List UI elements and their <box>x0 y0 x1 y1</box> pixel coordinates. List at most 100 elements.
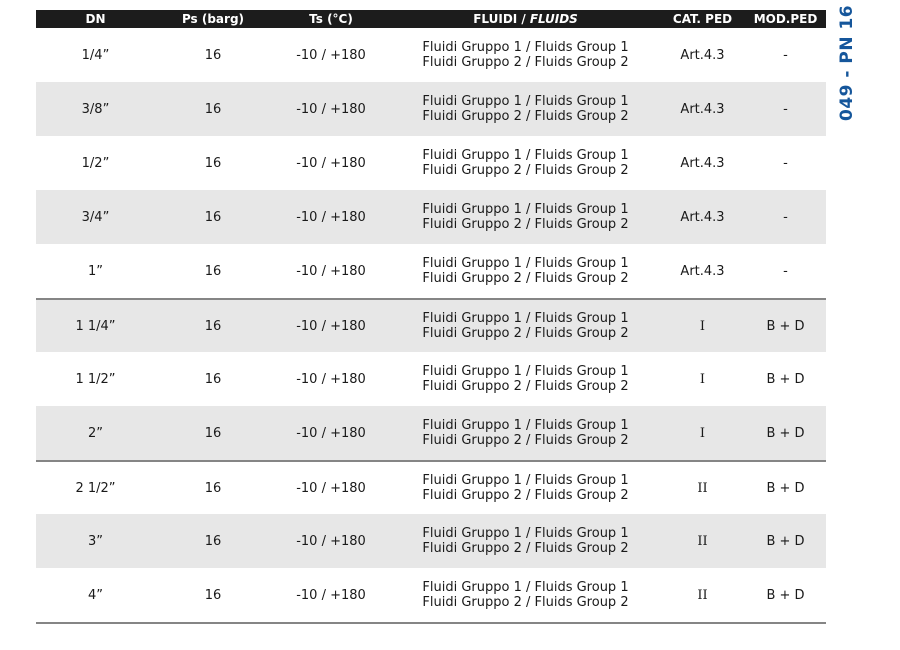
fluids-line: Fluidi Gruppo 1 / Fluids Group 1 <box>422 256 629 271</box>
cell-mod: - <box>783 155 788 171</box>
table-row: 2 1/2” 16 -10 / +180 Fluidi Gruppo 1 / F… <box>36 460 826 514</box>
fluids-line: Fluidi Gruppo 1 / Fluids Group 1 <box>422 94 629 109</box>
table-row: 3/8” 16 -10 / +180 Fluidi Gruppo 1 / Flu… <box>36 82 826 136</box>
cell-dn: 1/2” <box>81 155 110 171</box>
cell-cat: Art.4.3 <box>680 209 725 225</box>
fluids-line: Fluidi Gruppo 2 / Fluids Group 2 <box>422 217 629 232</box>
fluids-line: Fluidi Gruppo 1 / Fluids Group 1 <box>422 311 629 326</box>
cell-dn: 1” <box>87 263 103 279</box>
fluids-line: Fluidi Gruppo 1 / Fluids Group 1 <box>422 148 629 163</box>
cell-cat: Art.4.3 <box>680 47 725 63</box>
cell-fluids: Fluidi Gruppo 1 / Fluids Group 1 Fluidi G… <box>391 148 660 178</box>
header-ps: Ps (barg) <box>181 12 245 26</box>
cell-ps: 16 <box>204 587 222 603</box>
cell-ts: -10 / +180 <box>296 371 366 387</box>
cell-ts: -10 / +180 <box>296 533 366 549</box>
cell-ts: -10 / +180 <box>296 47 366 63</box>
cell-mod: B + D <box>766 425 805 441</box>
fluids-line: Fluidi Gruppo 1 / Fluids Group 1 <box>422 580 629 595</box>
header-mod-ped: MOD.PED <box>753 12 818 26</box>
cell-ts: -10 / +180 <box>296 209 366 225</box>
cell-mod: - <box>783 263 788 279</box>
cell-mod: B + D <box>766 480 805 496</box>
cell-dn: 1 1/2” <box>75 371 116 387</box>
header-fluids-normal: FLUIDI / <box>473 12 526 26</box>
table-row: 1 1/4” 16 -10 / +180 Fluidi Gruppo 1 / F… <box>36 298 826 352</box>
cell-ts: -10 / +180 <box>296 101 366 117</box>
cell-ps: 16 <box>204 480 222 496</box>
cell-mod: B + D <box>766 533 805 549</box>
cell-mod: - <box>783 47 788 63</box>
cell-fluids: Fluidi Gruppo 1 / Fluids Group 1 Fluidi G… <box>391 40 660 70</box>
cell-ps: 16 <box>204 425 222 441</box>
cell-ts: -10 / +180 <box>296 480 366 496</box>
table-row: 1” 16 -10 / +180 Fluidi Gruppo 1 / Fluid… <box>36 244 826 298</box>
fluids-line: Fluidi Gruppo 2 / Fluids Group 2 <box>422 433 629 448</box>
cell-cat: I <box>699 318 706 334</box>
cell-fluids: Fluidi Gruppo 1 / Fluids Group 1 Fluidi G… <box>391 526 660 556</box>
cell-dn: 1/4” <box>81 47 110 63</box>
cell-cat: II <box>697 480 708 496</box>
fluids-line: Fluidi Gruppo 2 / Fluids Group 2 <box>422 271 629 286</box>
cell-mod: - <box>783 209 788 225</box>
cell-fluids: Fluidi Gruppo 1 / Fluids Group 1 Fluidi G… <box>391 202 660 232</box>
table-row: 4” 16 -10 / +180 Fluidi Gruppo 1 / Fluid… <box>36 568 826 622</box>
fluids-line: Fluidi Gruppo 2 / Fluids Group 2 <box>422 163 629 178</box>
cell-ps: 16 <box>204 371 222 387</box>
cell-ts: -10 / +180 <box>296 263 366 279</box>
fluids-line: Fluidi Gruppo 1 / Fluids Group 1 <box>422 40 629 55</box>
cell-dn: 2” <box>87 425 103 441</box>
cell-ts: -10 / +180 <box>296 587 366 603</box>
fluids-line: Fluidi Gruppo 1 / Fluids Group 1 <box>422 202 629 217</box>
cell-ps: 16 <box>204 101 222 117</box>
table-row: 3” 16 -10 / +180 Fluidi Gruppo 1 / Fluid… <box>36 514 826 568</box>
cell-mod: B + D <box>766 371 805 387</box>
cell-dn: 4” <box>87 587 103 603</box>
table-row: 1/4” 16 -10 / +180 Fluidi Gruppo 1 / Flu… <box>36 28 826 82</box>
table-row: 1 1/2” 16 -10 / +180 Fluidi Gruppo 1 / F… <box>36 352 826 406</box>
cell-fluids: Fluidi Gruppo 1 / Fluids Group 1 Fluidi G… <box>391 364 660 394</box>
cell-ps: 16 <box>204 209 222 225</box>
fluids-line: Fluidi Gruppo 1 / Fluids Group 1 <box>422 473 629 488</box>
page-code-label: 049 - PN 16 <box>837 4 857 121</box>
cell-fluids: Fluidi Gruppo 1 / Fluids Group 1 Fluidi G… <box>391 473 660 503</box>
fluids-line: Fluidi Gruppo 1 / Fluids Group 1 <box>422 364 629 379</box>
fluids-line: Fluidi Gruppo 2 / Fluids Group 2 <box>422 488 629 503</box>
fluids-line: Fluidi Gruppo 2 / Fluids Group 2 <box>422 541 629 556</box>
cell-ts: -10 / +180 <box>296 318 366 334</box>
fluids-line: Fluidi Gruppo 2 / Fluids Group 2 <box>422 109 629 124</box>
cell-fluids: Fluidi Gruppo 1 / Fluids Group 1 Fluidi G… <box>391 418 660 448</box>
table-body: 1/4” 16 -10 / +180 Fluidi Gruppo 1 / Flu… <box>36 28 826 624</box>
cell-ps: 16 <box>204 155 222 171</box>
cell-cat: Art.4.3 <box>680 101 725 117</box>
header-ts: Ts (°C) <box>309 12 353 26</box>
fluids-line: Fluidi Gruppo 2 / Fluids Group 2 <box>422 595 629 610</box>
fluids-line: Fluidi Gruppo 2 / Fluids Group 2 <box>422 379 629 394</box>
header-fluids-italic: FLUIDS <box>529 12 578 26</box>
table-row: 1/2” 16 -10 / +180 Fluidi Gruppo 1 / Flu… <box>36 136 826 190</box>
fluids-line: Fluidi Gruppo 2 / Fluids Group 2 <box>422 326 629 341</box>
cell-ps: 16 <box>204 533 222 549</box>
cell-ps: 16 <box>204 47 222 63</box>
table-row: 3/4” 16 -10 / +180 Fluidi Gruppo 1 / Flu… <box>36 190 826 244</box>
table-header-row: DN Ps (barg) Ts (°C) FLUIDI / FLUIDS CAT… <box>36 10 826 28</box>
cell-cat: Art.4.3 <box>680 263 725 279</box>
cell-dn: 3/8” <box>81 101 110 117</box>
cell-ts: -10 / +180 <box>296 425 366 441</box>
ped-spec-table: DN Ps (barg) Ts (°C) FLUIDI / FLUIDS CAT… <box>36 10 826 624</box>
fluids-line: Fluidi Gruppo 1 / Fluids Group 1 <box>422 526 629 541</box>
cell-fluids: Fluidi Gruppo 1 / Fluids Group 1 Fluidi G… <box>391 94 660 124</box>
header-dn: DN <box>85 12 106 26</box>
cell-cat: II <box>697 533 708 549</box>
cell-dn: 3” <box>87 533 103 549</box>
cell-cat: II <box>697 587 708 603</box>
cell-fluids: Fluidi Gruppo 1 / Fluids Group 1 Fluidi G… <box>391 311 660 341</box>
cell-ps: 16 <box>204 263 222 279</box>
cell-fluids: Fluidi Gruppo 1 / Fluids Group 1 Fluidi G… <box>391 256 660 286</box>
header-cat-ped: CAT. PED <box>672 12 733 26</box>
fluids-line: Fluidi Gruppo 2 / Fluids Group 2 <box>422 55 629 70</box>
cell-cat: Art.4.3 <box>680 155 725 171</box>
cell-cat: I <box>699 371 706 387</box>
cell-mod: B + D <box>766 318 805 334</box>
cell-fluids: Fluidi Gruppo 1 / Fluids Group 1 Fluidi G… <box>391 580 660 610</box>
